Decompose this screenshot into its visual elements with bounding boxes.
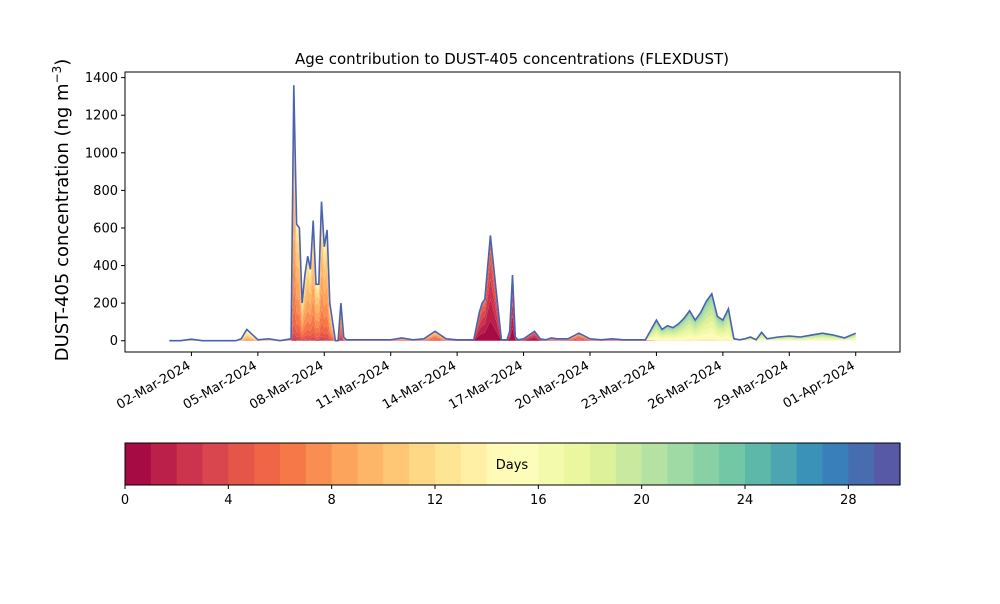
colorbar-segment xyxy=(822,443,849,485)
y-tick-label: 1200 xyxy=(85,109,118,124)
colorbar-segment xyxy=(590,443,617,485)
y-tick-label: 0 xyxy=(110,334,118,349)
colorbar-segment xyxy=(254,443,281,485)
y-tick-label: 400 xyxy=(93,259,118,274)
colorbar-segment xyxy=(486,443,514,485)
colorbar-segment xyxy=(383,443,410,485)
colorbar-segment xyxy=(848,443,875,485)
y-tick-label: 1000 xyxy=(85,146,118,161)
x-tick-label: 26-Mar-2024 xyxy=(646,358,725,412)
colorbar-segment xyxy=(641,443,669,485)
colorbar-tick-label: 4 xyxy=(224,493,232,508)
colorbar-segment xyxy=(280,443,307,485)
colorbar-segment xyxy=(745,443,772,485)
colorbar-tick-label: 24 xyxy=(737,493,754,508)
colorbar-tick-label: 20 xyxy=(633,493,650,508)
plot-area xyxy=(169,85,857,342)
x-tick-label: 23-Mar-2024 xyxy=(579,358,658,412)
colorbar-tick-label: 8 xyxy=(328,493,336,508)
colorbar-segment xyxy=(202,443,229,485)
axes: 0 200 400 600 800 1000 1200 1400 02-Mar-202405-M… xyxy=(85,71,901,413)
y-axis-label: DUST-405 concentration (ng m−3) xyxy=(50,59,73,362)
y-tick-label: 200 xyxy=(93,297,118,312)
colorbar-segment xyxy=(693,443,720,485)
colorbar-segment xyxy=(357,443,384,485)
colorbar: 0 4 8 12 16 20 24 28 xyxy=(121,442,901,508)
colorbar-segment xyxy=(409,443,436,485)
colorbar-segment xyxy=(874,443,901,485)
x-tick-label: 01-Apr-2024 xyxy=(781,358,858,411)
plot-frame xyxy=(124,71,901,353)
age-layer-3-day xyxy=(169,262,856,341)
x-tick-label: 29-Mar-2024 xyxy=(712,358,791,412)
y-axis-label-sup: −3 xyxy=(50,66,64,84)
colorbar-segment xyxy=(667,443,694,485)
colorbar-segment xyxy=(538,443,565,485)
colorbar-segment xyxy=(512,443,539,485)
colorbar-frame xyxy=(124,442,901,486)
x-tick-label: 20-Mar-2024 xyxy=(513,358,592,412)
colorbar-segment xyxy=(125,443,152,485)
colorbar-tick-label: 16 xyxy=(530,493,547,508)
colorbar-segment xyxy=(331,443,359,485)
colorbar-segment xyxy=(228,443,255,485)
colorbar-segment xyxy=(796,443,824,485)
colorbar-segment xyxy=(176,443,204,485)
y-axis-label-main: DUST-405 concentration (ng m xyxy=(52,83,73,361)
x-tick-label: 14-Mar-2024 xyxy=(380,358,459,412)
x-tick-label: 05-Mar-2024 xyxy=(181,358,260,412)
x-tick-label: 17-Mar-2024 xyxy=(446,358,525,412)
colorbar-segment xyxy=(770,443,798,485)
colorbar-segment xyxy=(150,443,178,485)
colorbar-segment xyxy=(564,443,591,485)
colorbar-label: Days xyxy=(496,458,529,473)
age-layer-0-day xyxy=(169,320,856,341)
age-layer-2-day xyxy=(169,278,856,341)
colorbar-segment xyxy=(719,443,746,485)
colorbar-tick-label: 28 xyxy=(840,493,857,508)
y-axis-label-tail: ) xyxy=(52,59,73,66)
chart-title: Age contribution to DUST-405 concentrati… xyxy=(295,50,729,68)
colorbar-tick-label: 12 xyxy=(427,493,444,508)
y-tick-label: 1400 xyxy=(85,71,118,86)
colorbar-segment xyxy=(305,443,333,485)
colorbar-segment xyxy=(460,443,488,485)
y-tick-label: 800 xyxy=(93,184,118,199)
y-tick-label: 600 xyxy=(93,221,118,236)
colorbar-segment xyxy=(615,443,643,485)
age-layer-7-day xyxy=(169,236,856,341)
age-layer-1-day xyxy=(169,299,856,341)
colorbar-segment xyxy=(435,443,462,485)
x-tick-label: 11-Mar-2024 xyxy=(314,358,393,412)
x-tick-label: 02-Mar-2024 xyxy=(114,358,193,412)
x-tick-label: 08-Mar-2024 xyxy=(247,358,326,412)
colorbar-tick-label: 0 xyxy=(121,493,129,508)
total-concentration-line xyxy=(169,85,857,342)
